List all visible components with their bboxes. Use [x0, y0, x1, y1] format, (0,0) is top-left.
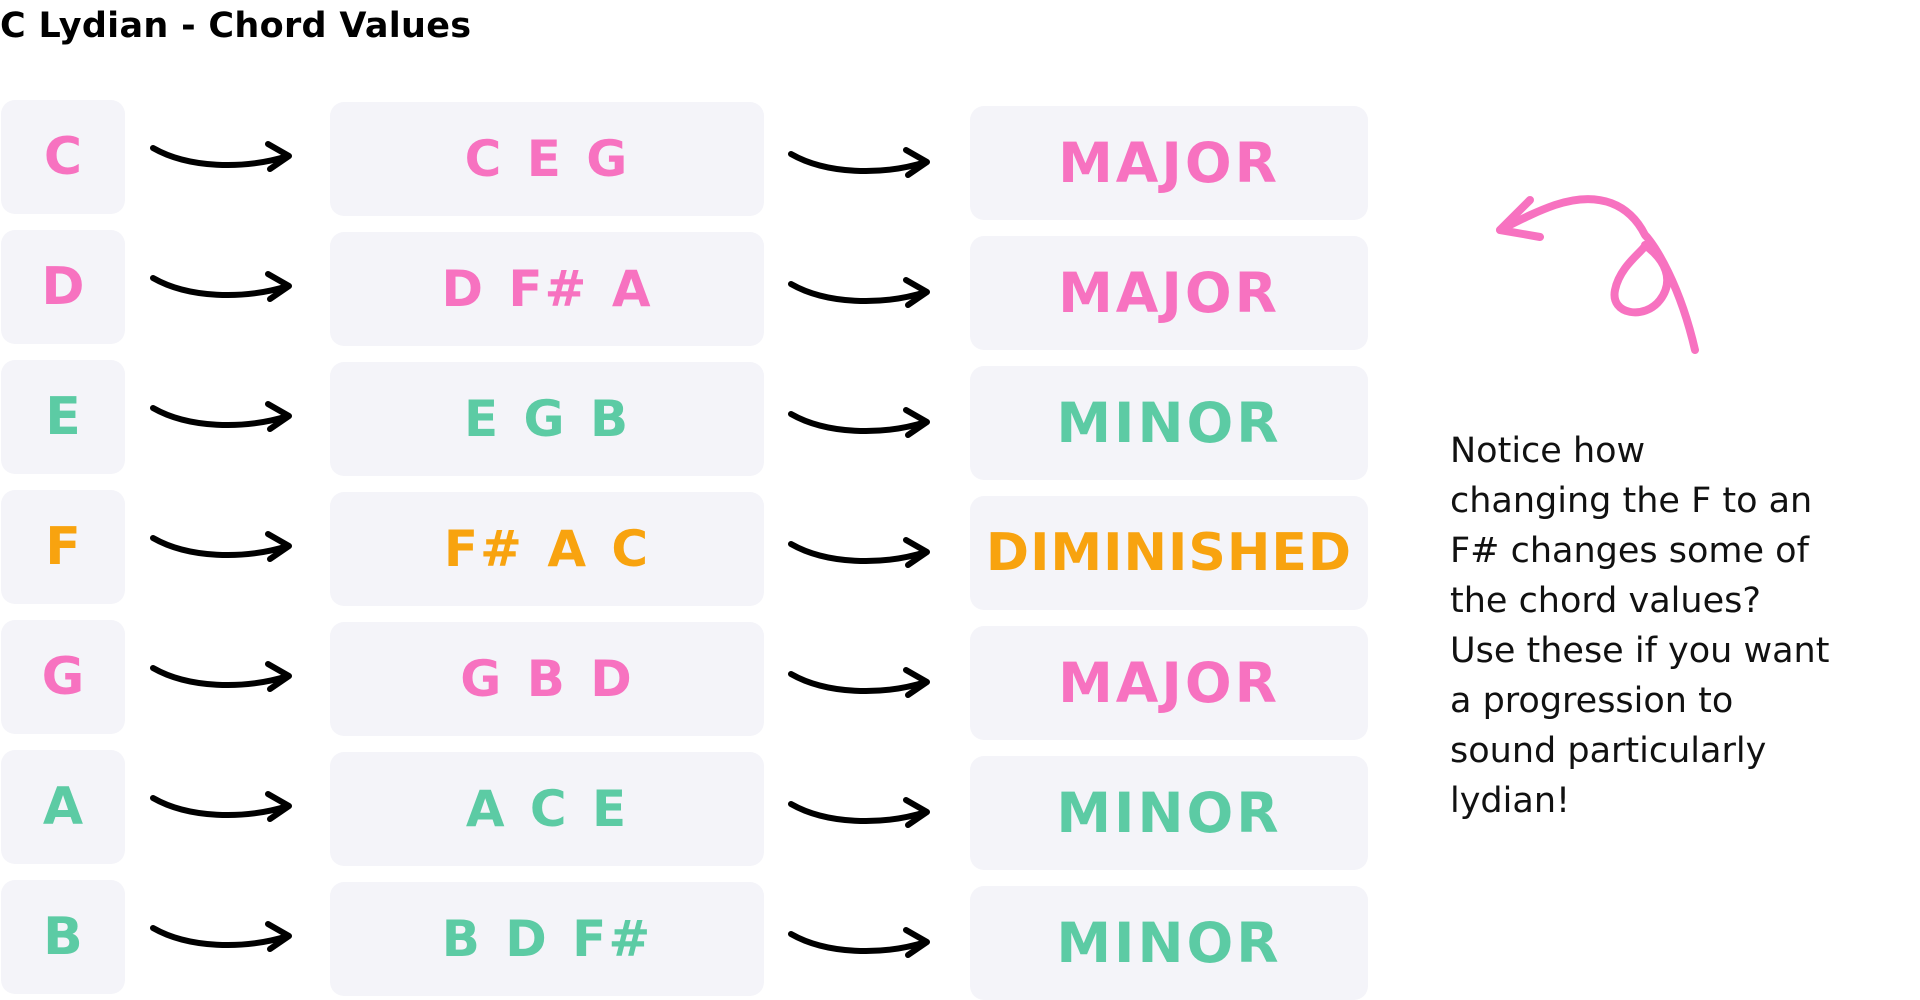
side-note-line: F# changes some of: [1450, 531, 1809, 571]
side-note-line: Use these if you want: [1450, 631, 1830, 671]
right-arrow-icon: [150, 921, 292, 952]
side-note: Notice how changing the F to an F# chang…: [1450, 426, 1870, 826]
curly-arrow-icon: [1496, 195, 1699, 354]
chord-row: A A C E MINOR: [0, 750, 1380, 870]
chord-row: G G B D MAJOR: [0, 620, 1380, 740]
right-arrow-icon: [150, 661, 292, 692]
right-arrow-icon: [150, 401, 292, 432]
chord-quality: MAJOR: [970, 236, 1368, 350]
chord-notes: B D F#: [330, 882, 764, 996]
root-note: A: [1, 750, 125, 864]
right-arrow-icon: [788, 407, 930, 438]
chord-row: B B D F# MINOR: [0, 880, 1380, 1000]
chord-row: E E G B MINOR: [0, 360, 1380, 480]
right-arrow-icon: [150, 271, 292, 302]
chord-quality: MAJOR: [970, 626, 1368, 740]
root-note: G: [1, 620, 125, 734]
side-note-line: a progression to: [1450, 681, 1734, 721]
right-arrow-icon: [788, 537, 930, 568]
side-note-line: sound particularly: [1450, 731, 1767, 771]
side-note-line: the chord values?: [1450, 581, 1761, 621]
right-arrow-icon: [150, 141, 292, 172]
right-arrow-icon: [788, 147, 930, 178]
chord-quality: MAJOR: [970, 106, 1368, 220]
chord-row: D D F# A MAJOR: [0, 230, 1380, 350]
chord-notes: C E G: [330, 102, 764, 216]
chord-quality: MINOR: [970, 756, 1368, 870]
right-arrow-icon: [788, 277, 930, 308]
root-note: D: [1, 230, 125, 344]
side-note-line: lydian!: [1450, 781, 1571, 821]
chord-notes: F# A C: [330, 492, 764, 606]
chord-quality: DIMINISHED: [970, 496, 1368, 610]
root-note: E: [1, 360, 125, 474]
chord-quality: MINOR: [970, 366, 1368, 480]
right-arrow-icon: [788, 667, 930, 698]
right-arrow-icon: [788, 927, 930, 958]
root-note: F: [1, 490, 125, 604]
chord-notes: E G B: [330, 362, 764, 476]
right-arrow-icon: [150, 531, 292, 562]
chord-notes: A C E: [330, 752, 764, 866]
page-title: C Lydian - Chord Values: [0, 6, 472, 46]
side-note-line: Notice how: [1450, 431, 1646, 471]
chord-notes: D F# A: [330, 232, 764, 346]
side-note-line: changing the F to an: [1450, 481, 1813, 521]
right-arrow-icon: [150, 791, 292, 822]
chord-notes: G B D: [330, 622, 764, 736]
chord-row: C C E G MAJOR: [0, 100, 1380, 220]
chord-row: F F# A C DIMINISHED: [0, 490, 1380, 610]
right-arrow-icon: [788, 797, 930, 828]
root-note: C: [1, 100, 125, 214]
chord-quality: MINOR: [970, 886, 1368, 1000]
root-note: B: [1, 880, 125, 994]
